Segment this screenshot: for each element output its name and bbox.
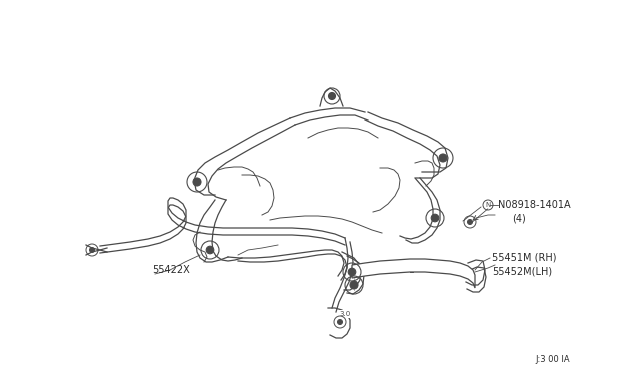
Circle shape [348, 268, 356, 276]
Polygon shape [352, 259, 475, 288]
Circle shape [90, 247, 95, 253]
Text: 3.0: 3.0 [339, 311, 351, 317]
Circle shape [439, 154, 447, 162]
Circle shape [350, 281, 358, 289]
Text: N08918-1401A: N08918-1401A [498, 200, 571, 210]
Circle shape [193, 178, 201, 186]
Circle shape [337, 320, 342, 324]
Text: J:3 00 IA: J:3 00 IA [535, 356, 570, 365]
Circle shape [328, 93, 335, 99]
Circle shape [206, 246, 214, 254]
Text: 55422X: 55422X [152, 265, 189, 275]
Circle shape [467, 219, 472, 224]
Text: N: N [485, 202, 491, 208]
Text: (4): (4) [512, 213, 525, 223]
Text: 55452M(LH): 55452M(LH) [492, 266, 552, 276]
Circle shape [431, 214, 439, 222]
Text: 55451M (RH): 55451M (RH) [492, 253, 557, 263]
